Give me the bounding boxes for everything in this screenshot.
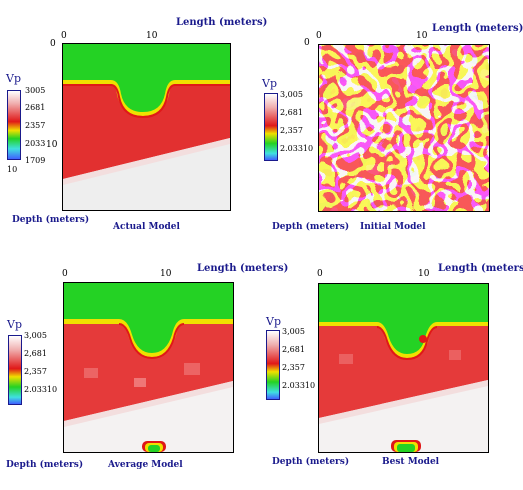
colorbar-label-4: 1709 [25, 156, 46, 165]
initial-model-image [319, 45, 489, 211]
colorbar-label-3: 2033 [25, 139, 46, 148]
average-model-panel: Length (meters) 0 10 Vp 3,005 2,681 2,35… [0, 245, 288, 490]
velocity-colorbar [266, 330, 280, 400]
actual-model-image [63, 44, 230, 210]
best-model-plot [318, 283, 489, 453]
initial-model-plot [318, 44, 490, 212]
y-tick-0: 0 [304, 38, 310, 48]
depth-axis-label: Depth (meters) [12, 215, 90, 225]
colorbar-label-3: 2.03310 [24, 385, 58, 394]
x-tick-0: 0 [61, 31, 67, 41]
colorbar-label-0: 3,005 [24, 331, 47, 340]
x-tick-10: 10 [416, 31, 428, 41]
actual-model-plot [62, 43, 231, 211]
colorbar-label-1: 2,681 [280, 108, 303, 117]
colorbar-label-extra: 10 [7, 165, 18, 174]
vp-label: Vp [6, 72, 21, 85]
x-tick-10: 10 [146, 31, 158, 41]
length-axis-label: Length (meters) [197, 263, 289, 274]
colorbar-label-2: 2357 [25, 121, 46, 130]
y-tick-10: 10 [46, 140, 58, 150]
colorbar-label-3: 2.03310 [282, 381, 316, 390]
colorbar-label-3: 2.03310 [280, 144, 314, 153]
colorbar-label-2: 2,357 [24, 367, 47, 376]
colorbar-label-0: 3,005 [280, 90, 303, 99]
velocity-colorbar [8, 335, 22, 405]
colorbar-label-0: 3,005 [282, 327, 305, 336]
length-axis-label: Length (meters) [432, 23, 523, 34]
colorbar-label-2: 2,357 [280, 126, 303, 135]
panel-caption: Initial Model [360, 222, 426, 232]
depth-axis-label: Depth (meters) [272, 457, 350, 467]
best-model-panel: Length (meters) 0 10 Vp 3,005 2,681 2,35… [262, 245, 523, 490]
average-model-plot [63, 282, 234, 453]
x-tick-0: 0 [316, 31, 322, 41]
panel-caption: Best Model [382, 457, 440, 467]
vp-label: Vp [266, 315, 281, 328]
colorbar-label-2: 2,357 [282, 363, 305, 372]
colorbar-label-1: 2681 [25, 103, 46, 112]
x-tick-10: 10 [160, 269, 172, 279]
colorbar-label-1: 2,681 [282, 345, 305, 354]
depth-axis-label: Depth (meters) [6, 460, 84, 470]
x-tick-10: 10 [418, 269, 430, 279]
panel-caption: Actual Model [113, 222, 180, 232]
velocity-colorbar [7, 90, 21, 160]
average-model-image [64, 283, 233, 452]
depth-axis-label: Depth (meters) [272, 222, 350, 232]
colorbar-label-0: 3005 [25, 86, 46, 95]
vp-label: Vp [7, 318, 22, 331]
best-model-image [319, 284, 488, 452]
x-tick-0: 0 [317, 269, 323, 279]
colorbar-label-1: 2,681 [24, 349, 47, 358]
velocity-colorbar [264, 93, 278, 161]
x-tick-0: 0 [62, 269, 68, 279]
actual-model-panel: Length (meters) 0 10 0 10 Vp 3005 2681 2… [0, 0, 267, 245]
panel-caption: Average Model [108, 460, 183, 470]
y-tick-0: 0 [50, 39, 56, 49]
length-axis-label: Length (meters) [438, 263, 523, 274]
initial-model-panel: Length (meters) 0 10 0 Vp 3 [262, 0, 523, 245]
vp-label: Vp [262, 77, 277, 90]
length-axis-label: Length (meters) [176, 17, 268, 28]
